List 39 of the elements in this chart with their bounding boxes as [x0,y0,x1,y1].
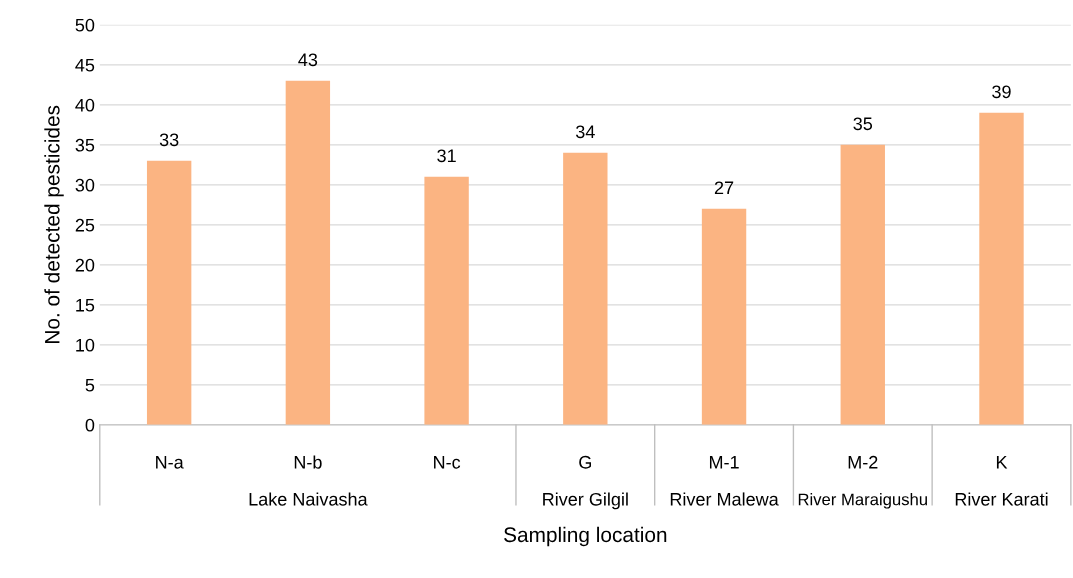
bar [840,144,885,425]
y-tick-label: 40 [75,98,95,112]
bar [979,112,1024,425]
bar [146,160,192,425]
data-label: 31 [437,149,456,163]
y-tick-label: 10 [76,338,95,352]
text: River Karati [955,492,1048,506]
text: River Gilgil [543,492,628,510]
y-axis-title: No. of detected pesticides [44,105,64,343]
text: River Maraigushu [798,493,927,509]
y-tick-label: 45 [75,58,95,72]
data-label: 35 [853,117,873,131]
y-tick-label: 0 [85,418,95,432]
bar [424,176,469,425]
x-tick-label: G [579,455,591,469]
x-tick-label: N-c [434,456,461,469]
x-tick-label: N-a [156,456,184,469]
y-tick-label: 20 [75,258,95,272]
y-tick-label: 35 [75,138,95,152]
y-tick-label: 50 [75,18,95,32]
text: River Malewa [670,492,779,506]
data-label: 33 [159,133,179,147]
y-tick-label: 5 [85,378,95,392]
data-label: 34 [575,125,595,139]
bar [563,152,608,425]
data-label: 39 [992,85,1011,99]
x-axis-title: Sampling location [504,526,667,547]
bar [285,80,331,425]
bar [701,208,747,425]
x-tick-label: M-2 [848,455,878,469]
y-tick-label: 25 [75,218,95,232]
x-tick-label: N-b [294,455,322,469]
text: Lake Naivasha [249,492,368,506]
y-tick-label: 15 [76,298,95,312]
x-tick-label: K [996,456,1008,469]
data-label: 27 [714,181,734,194]
y-tick-label: 30 [75,178,95,192]
data-label: 43 [298,53,318,67]
x-tick-label: M-1 [709,456,739,469]
